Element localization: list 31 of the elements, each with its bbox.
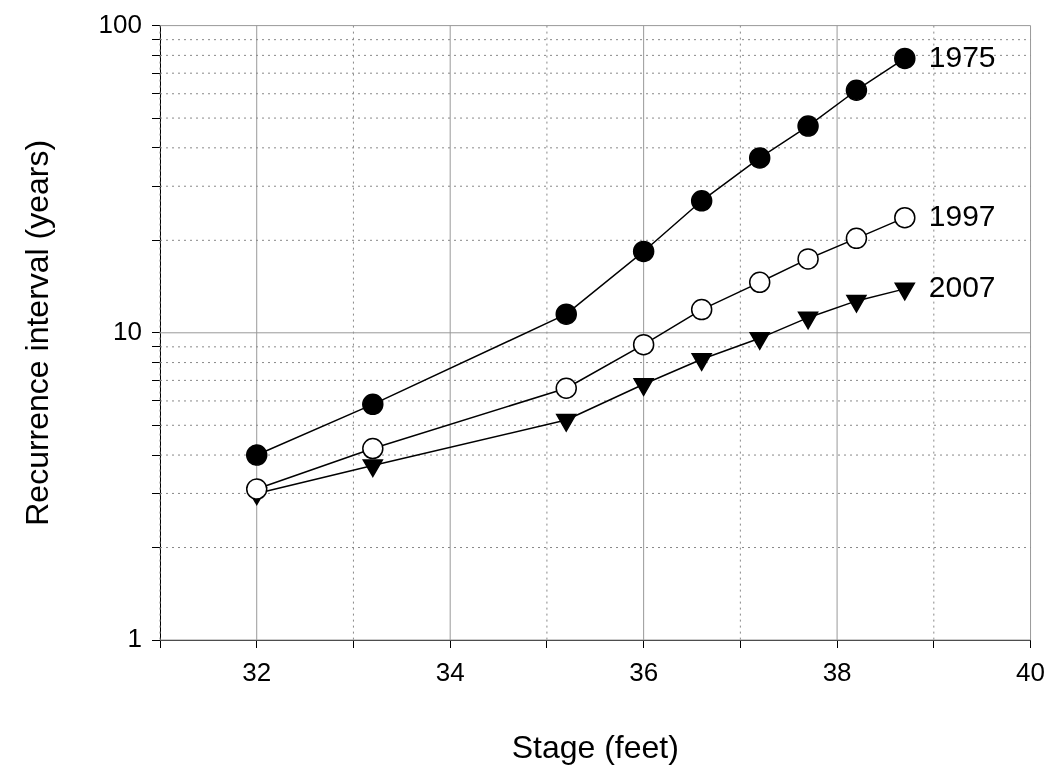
series-label: 1975 bbox=[928, 39, 996, 73]
series-label: 2007 bbox=[928, 270, 996, 304]
point bbox=[362, 437, 384, 460]
x-tick-label: 40 bbox=[1016, 656, 1045, 687]
point bbox=[690, 190, 713, 212]
y-tick-label: 100 bbox=[98, 8, 142, 39]
series-label: 1997 bbox=[928, 198, 996, 232]
point bbox=[845, 79, 868, 101]
point bbox=[797, 248, 819, 270]
point bbox=[845, 227, 868, 250]
point bbox=[555, 377, 577, 399]
point bbox=[690, 298, 713, 321]
point bbox=[894, 206, 916, 229]
x-axis-title: Stage (feet) bbox=[511, 728, 679, 765]
point bbox=[362, 393, 384, 416]
x-tick-label: 32 bbox=[242, 656, 272, 687]
x-tick-label: 38 bbox=[822, 656, 852, 687]
y-axis-title: Recurrence interval (years) bbox=[19, 139, 56, 526]
x-tick-label: 34 bbox=[435, 656, 465, 687]
y-tick-label: 10 bbox=[113, 315, 142, 346]
point bbox=[797, 115, 819, 137]
x-tick-label: 36 bbox=[629, 656, 659, 687]
point bbox=[632, 333, 655, 356]
y-tick-label: 1 bbox=[127, 623, 142, 654]
point bbox=[894, 47, 916, 70]
point bbox=[632, 240, 655, 263]
point bbox=[748, 271, 771, 294]
point bbox=[748, 147, 771, 169]
point bbox=[245, 478, 268, 500]
point bbox=[555, 303, 577, 325]
point bbox=[245, 444, 268, 466]
